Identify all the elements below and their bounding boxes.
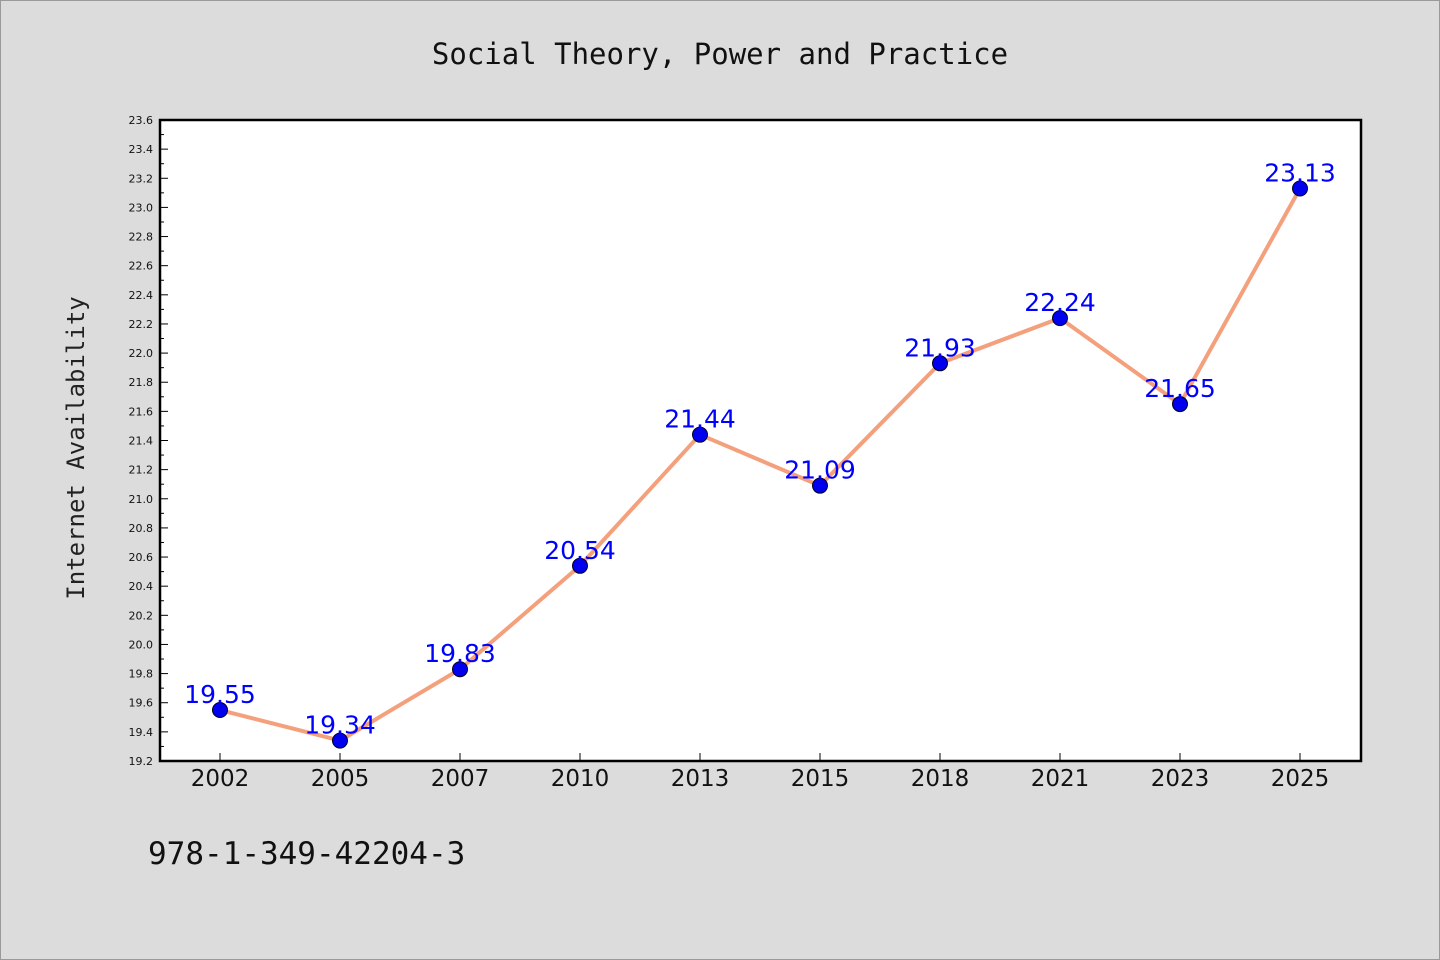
y-tick-label: 21.8 bbox=[129, 376, 154, 389]
x-tick-label: 2005 bbox=[311, 766, 370, 792]
y-tick-label: 19.2 bbox=[129, 755, 154, 768]
y-tick-label: 23.4 bbox=[129, 143, 154, 156]
data-label: 21.44 bbox=[664, 405, 736, 434]
plot-area bbox=[158, 118, 1363, 763]
x-tick-label: 2015 bbox=[791, 766, 850, 792]
y-tick-label: 20.0 bbox=[129, 638, 154, 651]
x-tick-label: 2018 bbox=[911, 766, 970, 792]
y-axis: 19.2 19.4 19.6 19.8 20.0 20.2 20.4 20.6 20.8 21.0… bbox=[129, 114, 168, 768]
series-line-layer bbox=[218, 186, 1302, 743]
y-tick-label: 19.8 bbox=[129, 668, 154, 681]
data-label: 22.24 bbox=[1024, 288, 1096, 317]
x-tick-label: 2007 bbox=[431, 766, 490, 792]
y-tick-label: 20.2 bbox=[129, 609, 154, 622]
y-tick-label: 21.4 bbox=[129, 435, 154, 448]
y-tick-label: 20.6 bbox=[129, 551, 154, 564]
data-point-marker bbox=[1292, 180, 1308, 197]
data-label: 21.93 bbox=[904, 333, 976, 362]
series-line bbox=[218, 186, 1302, 743]
x-axis: 2002 2005 2007 2010 2013 2015 2018 2021 2023 2025 bbox=[191, 753, 1330, 792]
x-tick-label: 2010 bbox=[551, 766, 610, 792]
y-tick-label: 22.2 bbox=[129, 318, 154, 331]
y-tick-label: 19.4 bbox=[129, 726, 154, 739]
data-label: 21.65 bbox=[1144, 374, 1216, 403]
y-tick-label: 22.6 bbox=[129, 260, 154, 273]
x-tick-label: 2023 bbox=[1151, 766, 1210, 792]
chart-title: Social Theory, Power and Practice bbox=[432, 37, 1008, 71]
data-labels: 19.55 19.34 19.83 20.54 21.44 21.09 21.93 22.24… bbox=[184, 158, 1336, 739]
y-tick-label: 22.8 bbox=[129, 231, 154, 244]
data-label: 21.09 bbox=[784, 456, 856, 485]
data-point-marker bbox=[692, 426, 708, 443]
isbn-footer: 978-1-349-42204-3 bbox=[148, 836, 465, 872]
x-tick-label: 2021 bbox=[1031, 766, 1090, 792]
y-tick-label: 20.4 bbox=[129, 580, 154, 593]
data-point-marker bbox=[1172, 396, 1188, 413]
y-tick-label: 21.2 bbox=[129, 464, 154, 477]
data-point-marker bbox=[812, 477, 828, 494]
data-point-marker bbox=[1052, 310, 1068, 327]
data-label: 19.55 bbox=[184, 680, 256, 709]
data-point-marker bbox=[452, 661, 468, 678]
series-markers bbox=[212, 180, 1308, 749]
y-tick-label: 20.8 bbox=[129, 522, 154, 535]
data-point-marker bbox=[212, 702, 228, 719]
data-label: 19.83 bbox=[424, 639, 496, 668]
x-tick-label: 2025 bbox=[1271, 766, 1330, 792]
data-point-marker bbox=[332, 732, 348, 749]
y-tick-label: 21.0 bbox=[129, 493, 154, 506]
y-tick-label: 23.6 bbox=[129, 114, 154, 127]
y-tick-label: 21.6 bbox=[129, 405, 154, 418]
y-tick-label: 23.2 bbox=[129, 172, 154, 185]
y-tick-label: 19.6 bbox=[129, 697, 154, 710]
data-label: 20.54 bbox=[544, 536, 616, 565]
y-axis-label: Internet Availability bbox=[62, 296, 90, 599]
x-tick-label: 2013 bbox=[671, 766, 730, 792]
x-tick-label: 2002 bbox=[191, 766, 250, 792]
data-label: 19.34 bbox=[304, 711, 376, 740]
data-label: 23.13 bbox=[1264, 158, 1336, 187]
data-point-marker bbox=[932, 355, 948, 372]
y-tick-label: 22.0 bbox=[129, 347, 154, 360]
y-tick-label: 22.4 bbox=[129, 289, 154, 302]
y-tick-label: 23.0 bbox=[129, 201, 154, 214]
data-point-marker bbox=[572, 557, 588, 574]
